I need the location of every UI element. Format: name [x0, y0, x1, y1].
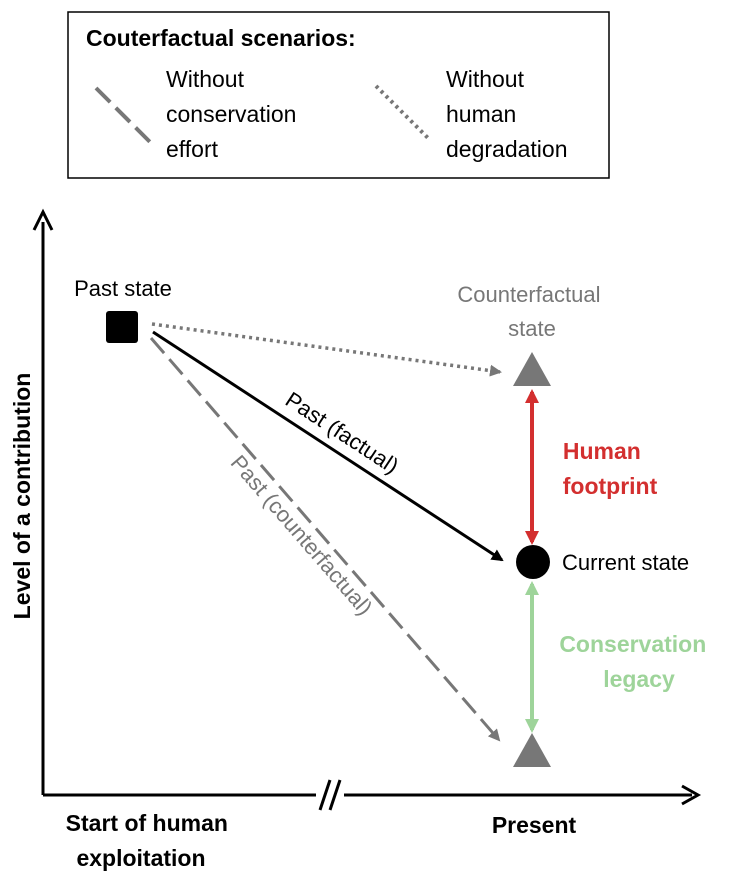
no-degradation-path [151, 322, 502, 377]
past-state-label: Past state [74, 276, 172, 301]
factual-path [152, 330, 504, 562]
x-axis-end-label: Present [492, 812, 577, 838]
counterfactual-path [149, 337, 501, 742]
counterfactual-state-triangle [513, 352, 551, 386]
conservation-legacy-label: Conservation legacy [559, 631, 712, 692]
x-axis-arrowhead [681, 784, 702, 806]
legend: Couterfactual scenarios: Without conserv… [67, 11, 610, 179]
legend-dotted-swatch [374, 84, 432, 142]
no-conservation-state-triangle [513, 733, 551, 767]
counterfactual-path-label: Past (counterfactual) [226, 450, 378, 620]
human-footprint-label: Human footprint [563, 438, 658, 499]
axis-break-mark-1 [318, 779, 332, 811]
y-axis-arrowhead [32, 208, 54, 231]
legend-title: Couterfactual scenarios: [86, 25, 356, 51]
factual-path-label: Past (factual) [281, 387, 403, 479]
legend-dashed-label: Without conservation effort [166, 66, 303, 162]
counterfactual-state-label: Counterfactual state [457, 282, 606, 341]
legend-dotted-label: Without human degradation [446, 66, 568, 162]
y-axis-label: Level of a contribution [9, 373, 35, 620]
axis-break-mark-2 [328, 779, 342, 811]
x-axis-start-label: Start of human exploitation [66, 810, 235, 871]
past-state-square [106, 311, 138, 343]
axes: Level of a contribution Start of human e… [9, 208, 702, 871]
current-state-label: Current state [562, 550, 689, 575]
current-state-circle [516, 545, 550, 579]
legend-dashed-swatch [94, 86, 154, 146]
legend-box [67, 11, 610, 179]
